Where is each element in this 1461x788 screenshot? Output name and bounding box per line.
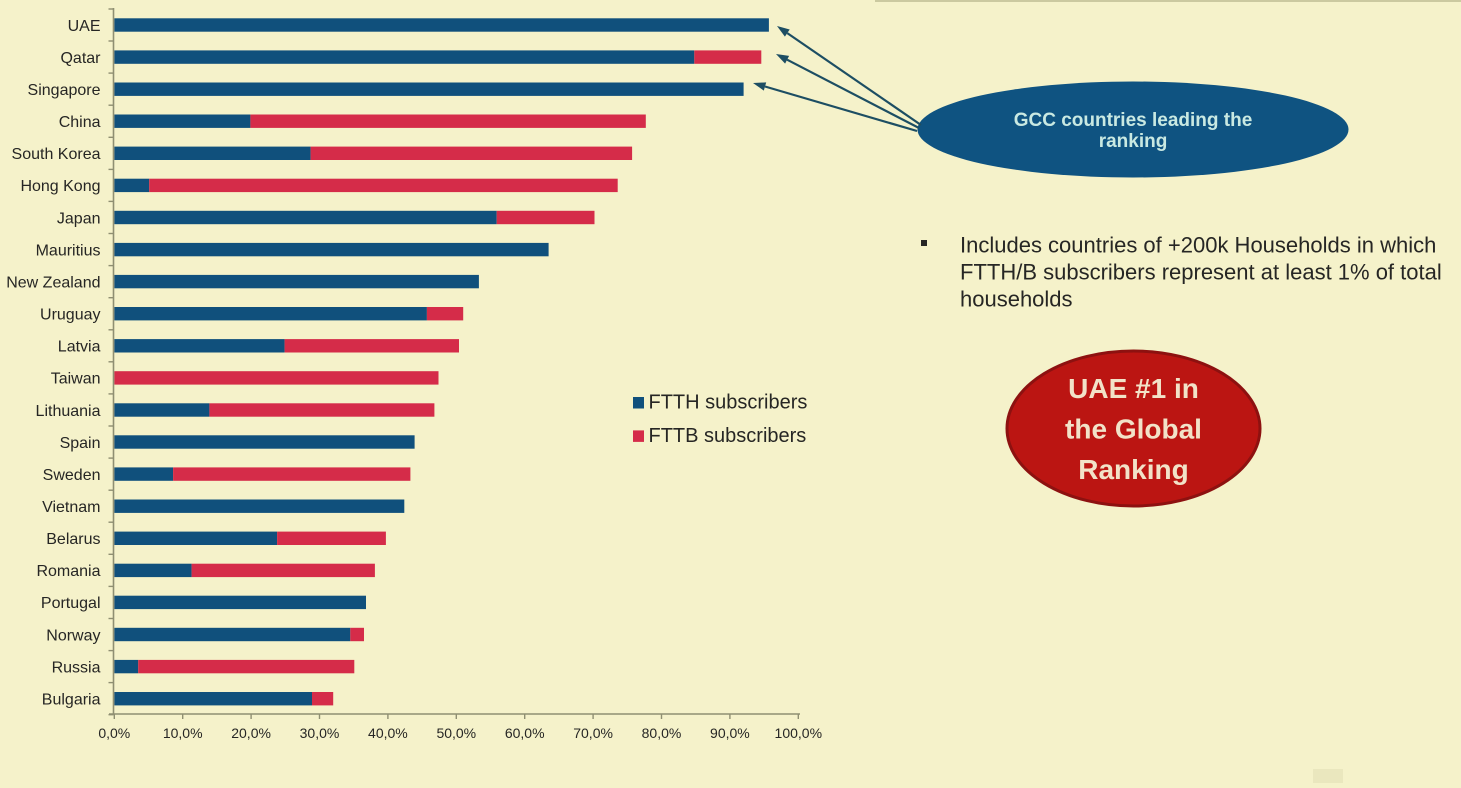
svg-text:Spain: Spain <box>60 435 101 452</box>
svg-text:UAE: UAE <box>68 18 101 35</box>
svg-text:New Zealand: New Zealand <box>6 274 100 291</box>
svg-text:70,0%: 70,0% <box>573 725 613 741</box>
svg-text:Lithuania: Lithuania <box>36 403 101 420</box>
svg-text:Portugal: Portugal <box>41 595 101 612</box>
svg-text:Includes countries of +200k Ho: Includes countries of +200k Households i… <box>960 233 1436 258</box>
svg-text:Russia: Russia <box>52 659 101 676</box>
svg-text:100,0%: 100,0% <box>775 725 822 741</box>
svg-text:Belarus: Belarus <box>46 531 100 548</box>
svg-text:Ranking: Ranking <box>1078 454 1188 485</box>
svg-text:Latvia: Latvia <box>58 339 101 356</box>
svg-text:80,0%: 80,0% <box>642 725 682 741</box>
svg-text:UAE #1 in: UAE #1 in <box>1068 373 1199 404</box>
svg-text:0,0%: 0,0% <box>98 725 130 741</box>
svg-text:Hong Kong: Hong Kong <box>20 178 100 195</box>
svg-text:Uruguay: Uruguay <box>40 307 100 324</box>
svg-text:Mauritius: Mauritius <box>36 242 101 259</box>
svg-text:Japan: Japan <box>57 210 101 227</box>
svg-text:Sweden: Sweden <box>43 467 101 484</box>
svg-text:FTTB subscribers: FTTB subscribers <box>649 425 807 447</box>
svg-text:Taiwan: Taiwan <box>51 371 101 388</box>
svg-text:Vietnam: Vietnam <box>42 499 100 516</box>
svg-text:Singapore: Singapore <box>28 82 101 99</box>
svg-text:Qatar: Qatar <box>60 50 101 67</box>
svg-text:50,0%: 50,0% <box>436 725 476 741</box>
svg-text:40,0%: 40,0% <box>368 725 408 741</box>
svg-text:FTTH/B subscribers represent a: FTTH/B subscribers represent at least 1%… <box>960 260 1442 285</box>
svg-text:the Global: the Global <box>1065 414 1202 445</box>
svg-text:90,0%: 90,0% <box>710 725 750 741</box>
svg-text:ranking: ranking <box>1099 131 1168 152</box>
svg-text:FTTH subscribers: FTTH subscribers <box>649 392 808 414</box>
svg-text:30,0%: 30,0% <box>300 725 340 741</box>
svg-text:Bulgaria: Bulgaria <box>42 692 101 709</box>
svg-text:20,0%: 20,0% <box>231 725 271 741</box>
svg-text:GCC countries leading the: GCC countries leading the <box>1014 110 1253 131</box>
svg-text:households: households <box>960 287 1073 312</box>
svg-text:South Korea: South Korea <box>12 146 101 163</box>
svg-text:Romania: Romania <box>36 563 100 580</box>
svg-text:10,0%: 10,0% <box>163 725 203 741</box>
svg-text:Norway: Norway <box>46 627 100 644</box>
svg-text:60,0%: 60,0% <box>505 725 545 741</box>
svg-text:China: China <box>59 114 101 131</box>
